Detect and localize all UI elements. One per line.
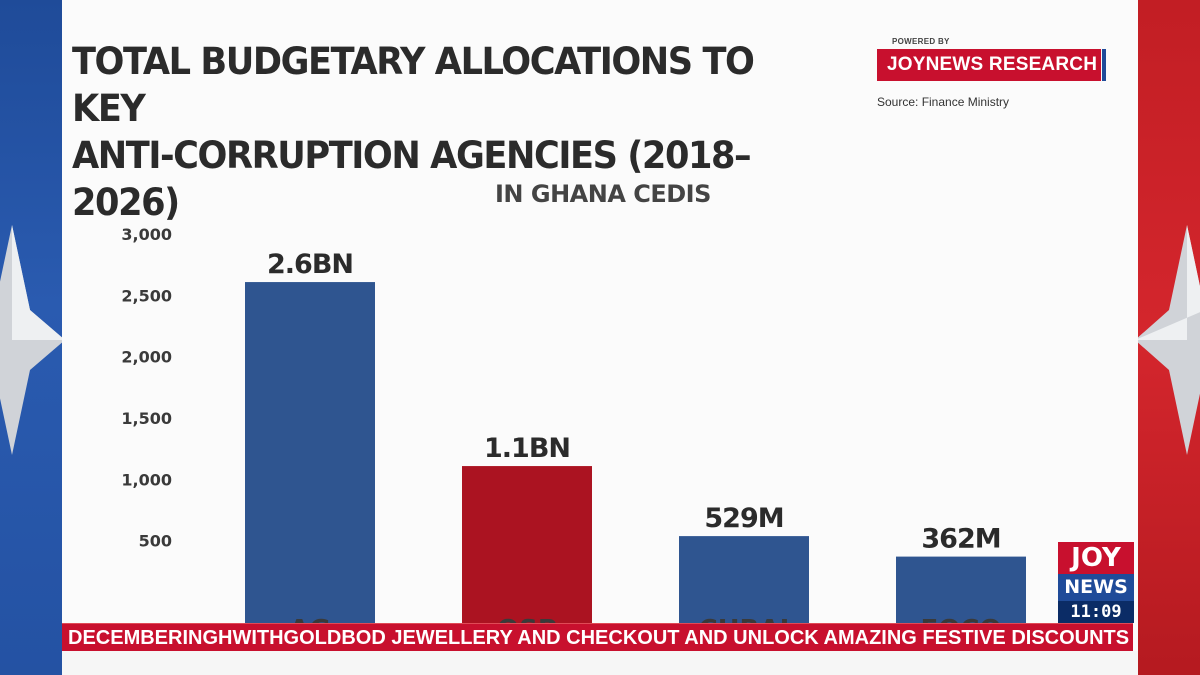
x-category-label: EOCO [920, 615, 1001, 623]
joynews-research-badge: JOYNEWS RESEARCH [877, 49, 1106, 81]
chart-subtitle: IN GHANA CEDIS [495, 180, 711, 208]
logo-joy-text: JOY [1058, 542, 1134, 574]
chart-title-line-1: TOTAL BUDGETARY ALLOCATIONS TO KEY [72, 40, 755, 130]
bar-data-label: 2.6BN [267, 249, 353, 280]
y-tick-label: 500 [139, 532, 172, 551]
y-tick-label: 1,500 [121, 409, 172, 428]
logo-news-text: NEWS [1058, 574, 1134, 601]
bottom-strip [62, 651, 1138, 675]
source-note: Source: Finance Ministry [877, 95, 1010, 109]
bar-chraj [679, 536, 809, 623]
y-tick-label: 3,000 [121, 225, 172, 244]
bar-ag [245, 282, 375, 623]
star-icon [1135, 225, 1200, 455]
joy-news-logo: JOY NEWS 11:09 [1058, 542, 1134, 623]
y-tick-label: 1,000 [121, 470, 172, 489]
bar-data-label: 1.1BN [484, 433, 570, 464]
clock-time: 11:09 [1058, 601, 1134, 623]
star-icon [0, 225, 65, 455]
x-category-label: CHRAJ [699, 615, 790, 623]
powered-by-label: POWERED BY [892, 37, 950, 46]
x-category-label: OSP [497, 615, 557, 623]
bar-data-label: 529M [704, 503, 783, 534]
chart-title: TOTAL BUDGETARY ALLOCATIONS TO KEY ANTI-… [72, 38, 832, 226]
bar-data-label: 362M [921, 524, 1000, 555]
x-category-label: AG [289, 615, 330, 623]
right-flag-band [1135, 0, 1200, 675]
ticker-text: DECEMBERINGHWITHGOLDBOD JEWELLERY AND CH… [68, 627, 1133, 649]
news-ticker: DECEMBERINGHWITHGOLDBOD JEWELLERY AND CH… [62, 623, 1133, 651]
y-tick-label: 2,000 [121, 348, 172, 367]
left-flag-band [0, 0, 65, 675]
chart-title-line-2: ANTI-CORRUPTION AGENCIES (2018–2026) [72, 134, 752, 224]
y-tick-label: 2,500 [121, 286, 172, 305]
bar-eoco [896, 556, 1026, 623]
bar-osp [462, 466, 592, 623]
bar-chart: 3,000 2,500 2,000 1,500 1,000 500 2.6BN AG 1.1BN… [121, 225, 1026, 623]
